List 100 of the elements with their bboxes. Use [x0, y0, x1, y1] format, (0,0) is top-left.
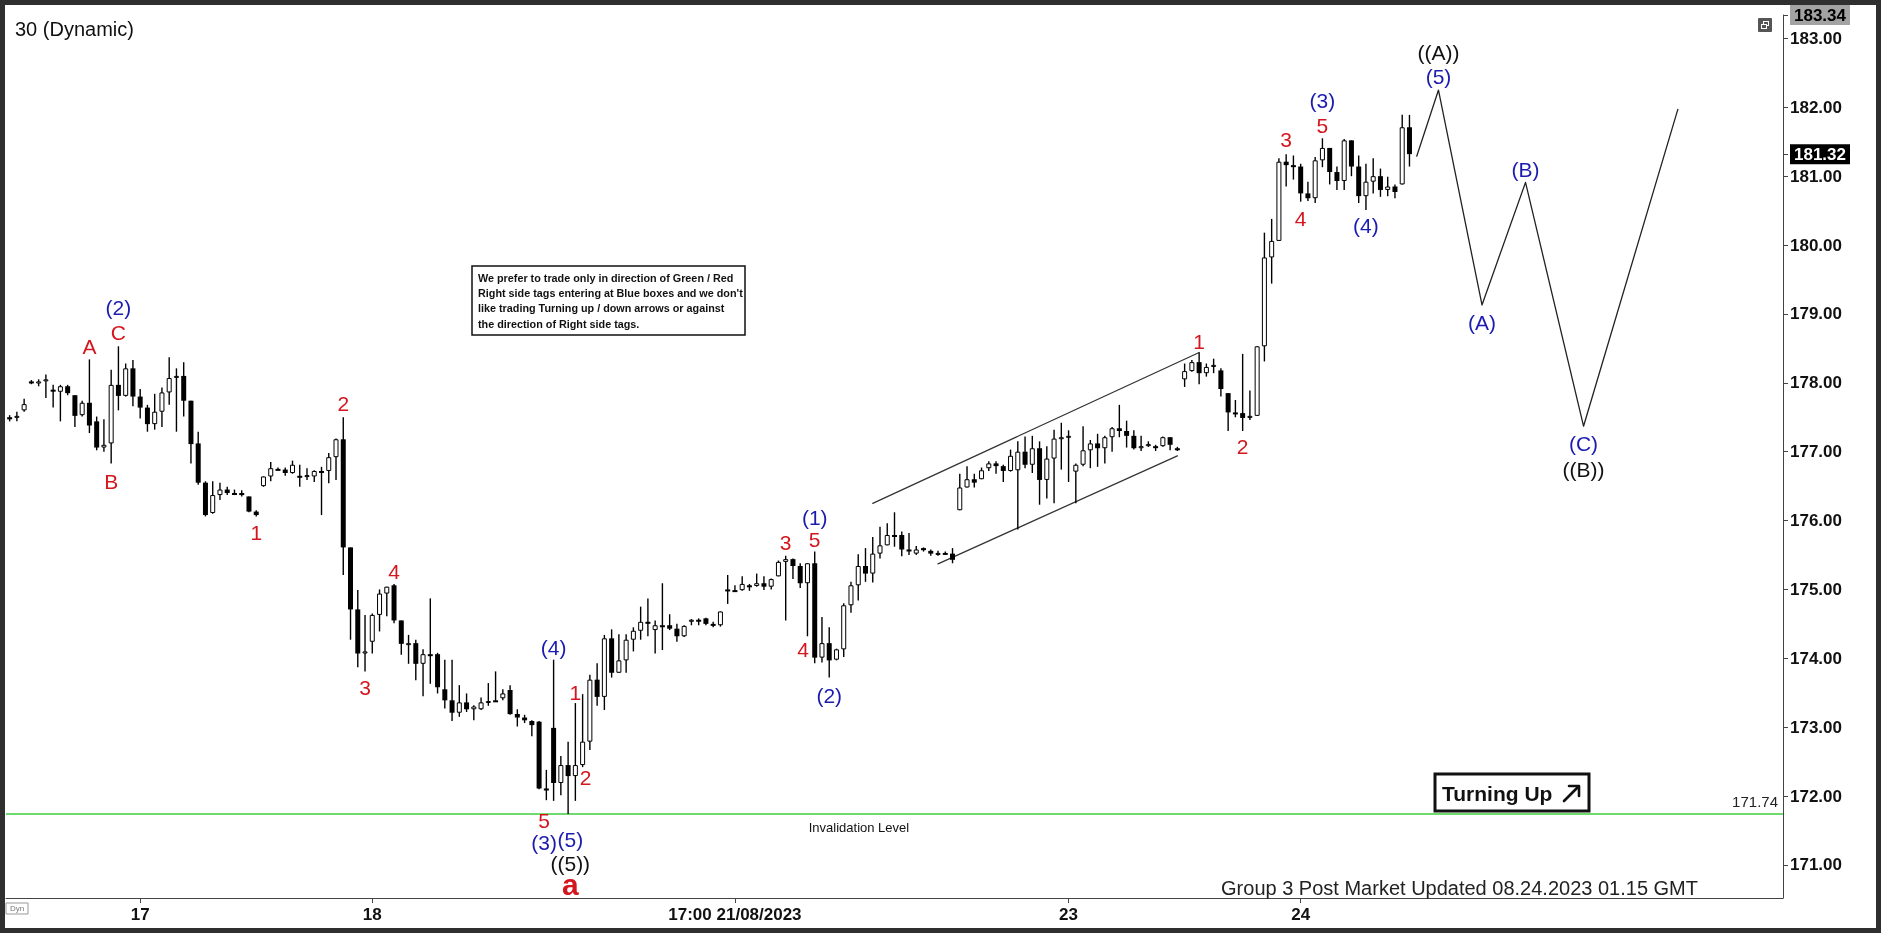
candlestick — [217, 481, 223, 501]
candlestick — [964, 465, 970, 489]
candlestick — [384, 585, 390, 617]
candlestick — [456, 684, 462, 718]
candlestick — [1370, 157, 1376, 195]
candlestick — [1377, 167, 1383, 198]
candlestick — [115, 345, 121, 412]
candlestick — [804, 562, 810, 637]
candlestick — [442, 658, 448, 710]
candlestick — [848, 581, 854, 614]
candlestick — [826, 626, 832, 679]
candlestick — [1363, 163, 1369, 211]
y-tick-label: 181.00 — [1790, 166, 1842, 186]
annotation: 4 — [797, 637, 810, 661]
annotation: Turning Up — [1442, 781, 1553, 805]
annotation: We prefer to trade only in direction of Green / Red Right side tags entering at Blue boxes and we don't like trading Turning up / down arrows or against the direction of Right side tags. — [478, 271, 744, 330]
candlestick — [1225, 392, 1231, 432]
y-tick-label: 173.00 — [1790, 717, 1842, 737]
annotation: 3 — [1280, 127, 1293, 151]
y-tick-label: 183.34 — [1794, 6, 1847, 25]
candlestick — [1029, 435, 1035, 474]
annotation: 2 — [579, 765, 592, 789]
candlestick — [304, 467, 310, 481]
candlestick — [485, 682, 491, 707]
candlestick — [14, 411, 20, 423]
annotation: (A) — [1468, 311, 1496, 335]
candlestick — [1182, 362, 1188, 388]
candlestick — [797, 562, 803, 589]
candlestick — [333, 437, 339, 481]
candlestick — [50, 384, 56, 409]
candlestick — [580, 693, 586, 768]
annotation: (4) — [1353, 214, 1379, 238]
candlestick — [1044, 445, 1050, 500]
y-tick-label: 179.00 — [1790, 304, 1842, 324]
ref-line-label: 171.74 — [1732, 792, 1778, 810]
candlestick — [572, 702, 578, 802]
candlestick — [884, 522, 890, 547]
candlestick — [1015, 440, 1021, 531]
candlestick — [144, 404, 150, 433]
candlestick — [1319, 137, 1325, 168]
candlestick — [899, 530, 905, 558]
annotation: (4) — [540, 636, 567, 660]
candlestick — [761, 575, 767, 591]
annotation: ((A)) — [1417, 40, 1460, 64]
candlestick — [1131, 429, 1137, 451]
candlestick — [892, 511, 897, 548]
candlestick — [645, 597, 651, 637]
candlestick — [1087, 439, 1093, 469]
candlestick — [1109, 426, 1115, 453]
candlestick — [159, 386, 165, 428]
candlestick — [783, 554, 789, 622]
candlestick — [449, 658, 455, 722]
annotation: 1 — [1193, 330, 1205, 353]
candlestick — [1066, 429, 1072, 483]
candlestick — [1102, 435, 1108, 465]
candlestick — [1218, 367, 1224, 398]
candlestick — [326, 452, 332, 485]
candlestick — [1385, 176, 1391, 197]
y-tick-label: 180.00 — [1790, 235, 1842, 255]
candlestick — [870, 536, 876, 584]
candlestick — [297, 464, 303, 488]
candlestick — [1124, 419, 1130, 449]
candlestick — [543, 769, 549, 801]
candlestick — [137, 388, 143, 420]
candlestick — [427, 597, 433, 685]
candlestick — [464, 692, 470, 713]
candlestick — [862, 547, 868, 583]
chart-title: 30 (Dynamic) — [15, 18, 134, 40]
y-tick-label: 181.32 — [1794, 145, 1846, 165]
candlestick — [101, 418, 107, 453]
annotation: 5 — [538, 808, 551, 832]
candlestick — [268, 461, 274, 482]
annotation: (3) — [1309, 88, 1336, 112]
y-tick-label: 171.00 — [1790, 855, 1842, 875]
x-tick-label: 17:00 21/08/2023 — [668, 905, 802, 924]
candlestick — [493, 670, 499, 703]
annotation: 1 — [250, 520, 263, 544]
candlestick — [1116, 404, 1122, 438]
y-tick-label: 172.00 — [1790, 786, 1842, 806]
candlestick — [1080, 425, 1086, 467]
candlestick — [1022, 435, 1028, 469]
y-tick-label: 175.00 — [1790, 579, 1842, 599]
candlestick — [790, 557, 796, 580]
annotation: 4 — [1294, 207, 1307, 231]
candlestick — [1247, 389, 1253, 421]
candlestick — [319, 466, 325, 516]
candlestick — [652, 619, 658, 655]
annotation: 5 — [1316, 113, 1329, 137]
x-tick-label: 23 — [1059, 905, 1079, 924]
candlestick — [173, 367, 179, 433]
annotation: 1 — [569, 680, 582, 704]
candlestick — [558, 755, 564, 797]
candlestick — [659, 582, 665, 651]
candlestick — [1058, 422, 1064, 471]
annotation: (C) — [1568, 431, 1599, 455]
annotation: 3 — [779, 531, 792, 555]
candlestick — [993, 460, 999, 475]
annotation: (2) — [816, 684, 843, 708]
y-tick-label: 177.00 — [1790, 442, 1842, 462]
candlestick — [877, 526, 883, 560]
